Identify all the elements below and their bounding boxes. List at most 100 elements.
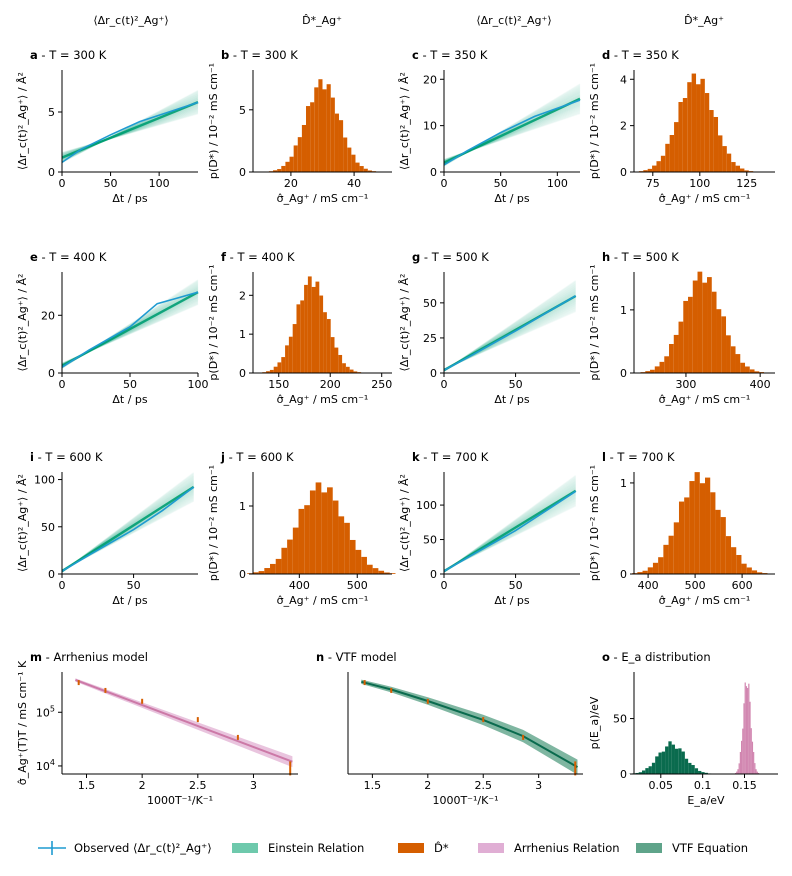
- arrhenius-ea-bar: [748, 683, 750, 774]
- histogram-bar: [720, 517, 726, 574]
- vtf-ea-bar: [668, 741, 672, 774]
- x-tick-label: 150: [268, 378, 289, 391]
- y-axis-label: ⟨Δr_c(t)²_Ag⁺⟩ / Å²: [16, 72, 29, 170]
- panel-title: i - T = 600 K: [30, 450, 103, 464]
- legend-swatch: [636, 843, 662, 853]
- panel-e: 0 50 100 0 20 e - T = 400 K Δt / ps ⟨Δr_c(t)²_A…: [16, 250, 209, 406]
- y-tick-label: 1: [620, 304, 627, 317]
- column-headers: ⟨Δr_c(t)²_Ag⁺⟩ D̂*_Ag⁺ ⟨Δr_c(t)²_Ag⁺⟩ D̂…: [93, 14, 724, 27]
- panel-letter: h: [602, 250, 610, 264]
- panel-letter: e: [30, 250, 38, 264]
- histogram-bar: [745, 366, 750, 373]
- histogram-bar: [285, 345, 289, 373]
- arrhenius-ea-bar: [754, 763, 756, 774]
- legend-swatch: [232, 843, 258, 853]
- y-tick-label: 0: [620, 768, 627, 781]
- histogram-bar: [330, 337, 335, 373]
- panel-letter: f: [221, 250, 227, 264]
- panel-m: 1.5 2 2.5 3 104 105 m - Arrhenius model 1000T⁻¹…: [16, 650, 298, 807]
- panel-title-text: - T = 700 K: [606, 450, 675, 464]
- panel-letter: m: [30, 650, 42, 664]
- y-tick-label: 0: [239, 166, 246, 179]
- y-tick-label: 105: [36, 704, 55, 719]
- histogram-bar: [725, 536, 732, 574]
- histogram-bar: [319, 295, 324, 373]
- arrhenius-ea-bar: [755, 769, 757, 774]
- panel-c: 0 50 100 0 10 20 c - T = 350 K Δt / ps ⟨Δr_c(t)²…: [398, 48, 581, 205]
- y-tick-label: 0: [620, 367, 627, 380]
- vtf-ea-bar: [661, 751, 666, 774]
- panel-f: 150 200 250 0 1 2 f - T = 400 K σ̂_Ag⁺ / mS cm⁻…: [207, 250, 392, 406]
- histogram-bar: [721, 316, 727, 373]
- histogram-bar: [696, 84, 701, 172]
- arrhenius-ea-bar: [744, 682, 746, 774]
- histogram-bar: [660, 155, 666, 172]
- einstein-sample-line: [61, 113, 199, 154]
- y-tick-label: 2: [620, 120, 627, 133]
- legend-label: VTF Equation: [672, 841, 748, 855]
- histogram-bar: [307, 276, 312, 373]
- y-tick-label: 2: [239, 289, 246, 302]
- histogram-bar: [273, 366, 278, 373]
- panel-title: m - Arrhenius model: [30, 650, 148, 664]
- histogram-bar: [353, 371, 358, 373]
- x-axis-label: Δt / ps: [494, 594, 530, 607]
- histogram-bar: [378, 570, 385, 574]
- y-tick-label: 0: [239, 568, 246, 581]
- histogram-bar: [726, 335, 731, 373]
- einstein-sample-line: [443, 505, 577, 571]
- x-tick-label: 125: [736, 177, 757, 190]
- legend-swatch: [398, 843, 424, 853]
- legend-item: Einstein Relation: [232, 841, 364, 855]
- histogram-bar: [315, 281, 320, 373]
- histogram-bar: [673, 522, 679, 574]
- histogram-bar: [318, 79, 323, 172]
- x-tick-label: 0: [441, 177, 448, 190]
- histogram-bar: [310, 102, 315, 172]
- histogram-bar: [292, 527, 299, 574]
- x-tick-label: 300: [675, 378, 696, 391]
- x-tick-label: 100: [689, 177, 710, 190]
- vtf-ea-bar: [701, 772, 705, 774]
- legend-label: Einstein Relation: [268, 841, 364, 855]
- x-tick-label: 100: [547, 177, 568, 190]
- histogram-bar: [326, 84, 331, 172]
- einstein-sample-line: [443, 281, 577, 372]
- x-tick-label: 2: [139, 779, 146, 792]
- histogram-bar: [757, 572, 763, 574]
- histogram-bar: [285, 161, 290, 172]
- histogram-bar: [389, 573, 396, 574]
- histogram-bar: [751, 570, 758, 574]
- histogram-bar: [321, 492, 328, 574]
- histogram-bar: [663, 544, 669, 574]
- histogram-bar: [707, 277, 712, 373]
- y-tick-label: 0: [48, 568, 55, 581]
- histogram-bar: [643, 170, 648, 172]
- vtf-band: [361, 679, 578, 775]
- einstein-sample-line: [443, 280, 577, 372]
- arrhenius-ea-bar: [739, 751, 741, 774]
- arrhenius-ea-bar: [753, 752, 755, 774]
- legend-item: Arrhenius Relation: [478, 841, 620, 855]
- x-tick-label: 0: [441, 579, 448, 592]
- histogram-bar: [691, 73, 697, 172]
- histogram-bar: [287, 539, 293, 574]
- panel-letter: d: [602, 48, 610, 62]
- histogram-bar: [338, 120, 344, 172]
- histogram-bar: [304, 284, 308, 373]
- legend-item: Observed ⟨Δr_c(t)²_Ag⁺⟩: [38, 841, 212, 855]
- x-axis-label: Δt / ps: [494, 192, 530, 205]
- einstein-sample-line: [61, 472, 195, 573]
- y-tick-label: 25: [423, 332, 437, 345]
- histogram-bar: [269, 369, 274, 373]
- einstein-sample-line: [443, 283, 577, 372]
- panel-title-text: - T = 400 K: [38, 250, 107, 264]
- histogram-bar: [736, 554, 742, 574]
- y-tick-label: 100: [416, 499, 437, 512]
- y-axis-label: ⟨Δr_c(t)²_Ag⁺⟩ / Å²: [398, 72, 411, 170]
- x-axis-label: σ̂_Ag⁺ / mS cm⁻¹: [659, 393, 751, 406]
- vtf-ea-bar: [642, 770, 646, 774]
- x-tick-label: 250: [371, 378, 392, 391]
- panel-letter: b: [221, 48, 229, 62]
